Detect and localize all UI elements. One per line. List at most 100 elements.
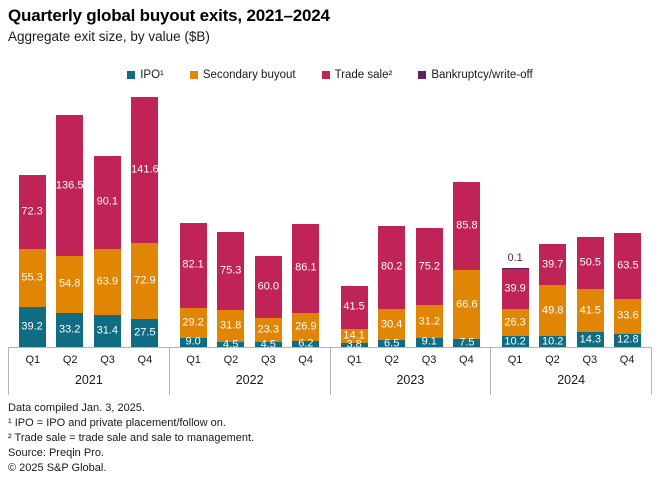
bar-2024-q2: 10.2 49.8 39.7 [539,244,567,348]
bar-2023-q2: 6.5 30.4 80.2 [378,226,406,349]
legend-label-trade_sale: Trade sale² [334,69,393,81]
segment-secondary_buyout: 14.1 [340,328,368,344]
bar-stack: 27.5 72.9 141.6 [131,97,159,347]
value-label-secondary_buyout: 54.8 [58,277,81,290]
value-label-ipo: 12.8 [617,333,639,346]
quarter-label-2024-q3: Q3 [582,354,598,366]
segment-trade_sale: 75.3 [217,231,245,310]
segment-trade_sale: 63.5 [614,233,642,300]
year-label-2024: 2024 [557,373,586,387]
bar-2021-q3: 31.4 63.9 90.1 [93,155,121,347]
segment-ipo: 6.2 [292,337,320,350]
value-label-ipo: 14.3 [579,333,601,346]
segment-secondary_buyout: 31.2 [415,305,443,338]
value-label-ipo: 31.4 [96,324,118,337]
segment-secondary_buyout: 41.5 [576,289,604,333]
legend-swatch-trade_sale [321,71,330,79]
segment-ipo: 6.5 [378,338,406,349]
segment-trade_sale: 80.2 [378,226,406,309]
bar-stack: 14.3 41.5 50.5 [576,237,604,347]
bar-2022-q4: 6.2 26.9 86.1 [292,223,320,350]
value-label-ipo: 39.2 [21,320,43,333]
segment-trade_sale: 72.3 [18,174,46,250]
legend-item-ipo: IPO¹ [127,69,164,81]
value-label-trade_sale: 80.2 [380,260,403,273]
quarter-labels-2021: Q1 Q2 Q3 Q4 [9,348,169,366]
footnotes: Data compiled Jan. 3, 2025. ¹ IPO = IPO … [8,401,254,476]
bar-2024-q3: 14.3 41.5 50.5 [576,237,604,347]
axis-group-2021: Q1 Q2 Q3 Q4 2021 [8,348,169,395]
bar-stack: 33.2 54.8 136.5 [56,115,83,347]
value-label-ipo: 33.2 [58,323,81,336]
quarter-label-2022-q4: Q4 [298,354,313,366]
value-label-secondary_buyout: 30.4 [380,318,403,331]
value-label-ipo: 3.8 [346,338,362,351]
value-label-ipo: 10.2 [541,335,564,348]
value-label-secondary_buyout: 72.9 [134,274,156,287]
segment-trade_sale: 50.5 [576,237,604,290]
legend-item-secondary_buyout: Secondary buyout [189,69,296,81]
bar-stack: 9.0 29.2 82.1 [179,222,207,347]
segment-ipo: 39.2 [18,306,46,347]
segment-ipo: 10.2 [539,335,567,348]
value-label-trade_sale: 141.6 [131,163,159,176]
segment-secondary_buyout: 63.9 [93,248,121,315]
value-label-secondary_buyout: 31.2 [418,315,440,327]
quarter-label-2021-q3: Q3 [100,354,115,366]
bar-stack: 10.2 26.3 39.9 [501,268,529,348]
legend-item-trade_sale: Trade sale² [321,69,393,81]
quarter-label-2022-q1: Q1 [186,354,201,366]
year-label-2022: 2022 [235,373,264,387]
bar-stack: 4.5 31.8 75.3 [217,231,245,350]
segment-ipo: 7.5 [453,337,481,348]
quarter-label-2021-q1: Q1 [25,354,41,366]
footnote-ipo: ¹ IPO = IPO and private placement/follow… [8,417,226,429]
segment-secondary_buyout: 54.8 [56,256,84,313]
value-label-ipo: 10.2 [504,335,526,348]
segment-ipo: 33.2 [56,312,84,347]
segment-ipo: 31.4 [93,314,121,347]
value-label-trade_sale: 72.3 [21,205,43,218]
bar-stack: 9.1 31.2 75.2 [415,227,443,348]
x-axis: Q1 Q2 Q3 Q4 2021 Q1 Q2 Q3 Q4 2022 Q1 Q2 Q3 Q4 2023 Q1 Q2… [8,347,652,395]
legend-item-bankruptcy_writeoff: Bankruptcy/write-off [418,69,533,81]
bar-stack: 6.5 30.4 80.2 [378,226,406,349]
bar-2021-q1: 39.2 55.3 72.3 [18,174,46,347]
quarter-label-2023-q2: Q2 [384,354,400,366]
value-label-ipo: 6.2 [298,337,314,350]
value-label-secondary_buyout: 26.9 [295,320,317,333]
bar-stack: 4.5 23.3 60.0 [254,256,282,350]
value-label-trade_sale: 50.5 [579,256,601,269]
year-group-2021: 39.2 55.3 72.3 33.2 54.8 136.5 31.4 63.9 90.1 27.… [8,95,169,347]
value-label-trade_sale: 136.5 [55,179,84,192]
value-label-trade_sale: 86.1 [295,261,317,274]
bar-stack: 6.2 26.9 86.1 [292,223,320,350]
segment-ipo: 10.2 [501,335,529,348]
value-label-trade_sale: 75.2 [418,260,440,273]
bar-stack: 7.5 66.6 85.8 [453,181,481,348]
value-label-secondary_buyout: 31.8 [219,319,242,332]
segment-secondary_buyout: 23.3 [254,318,282,343]
segment-secondary_buyout: 66.6 [453,270,481,340]
value-label-secondary_buyout: 49.8 [541,304,564,317]
bar-2022-q2: 4.5 31.8 75.3 [217,231,245,350]
bar-2023-q4: 7.5 66.6 85.8 [453,181,481,348]
value-label-ipo: 9.1 [421,335,437,348]
value-label-trade_sale: 39.7 [541,258,564,271]
value-label-bankruptcy_writeoff: 0.1 [507,251,523,264]
segment-trade_sale: 85.8 [453,181,481,271]
value-label-secondary_buyout: 33.6 [617,309,639,322]
quarter-label-2024-q4: Q4 [619,354,635,366]
quarter-label-2023-q1: Q1 [347,354,362,366]
segment-trade_sale: 82.1 [179,222,207,308]
legend-label-ipo: IPO¹ [140,69,164,81]
segment-trade_sale: 141.6 [131,97,159,244]
value-label-trade_sale: 41.5 [343,300,365,313]
bar-stack: 31.4 63.9 90.1 [93,155,121,347]
segment-secondary_buyout: 72.9 [131,243,159,319]
segment-ipo: 27.5 [131,318,159,347]
segment-secondary_buyout: 26.9 [292,312,320,341]
legend-swatch-secondary_buyout [189,71,198,79]
segment-trade_sale: 39.7 [539,244,567,286]
quarter-label-2021-q2: Q2 [62,354,78,366]
